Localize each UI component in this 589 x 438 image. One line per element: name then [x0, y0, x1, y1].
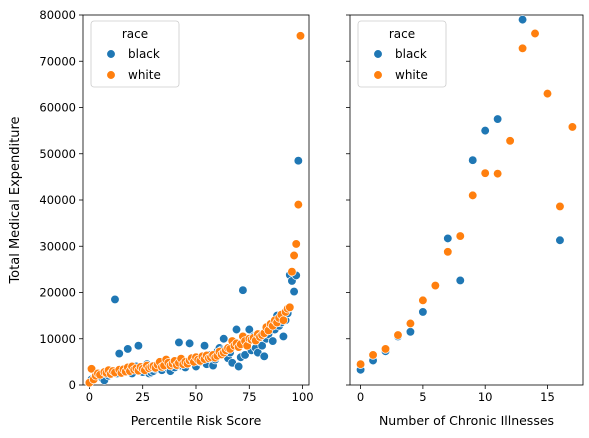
- right-legend-box: [357, 20, 447, 88]
- left-black-point-11: [114, 348, 124, 359]
- right-scatter-panel: 0 5 10 15 Number of Chronic Illnesses race bla…: [346, 14, 584, 428]
- left-black-point-89: [293, 156, 303, 166]
- right-black-point-9: [480, 125, 490, 136]
- left-white-point-93: [287, 267, 297, 277]
- left-x-tick-label-1: 25: [135, 390, 150, 404]
- left-scatter-panel: 0 25 50 75 100 0 10000 20000 30000 40000 50000 6000…: [39, 8, 313, 428]
- left-x-tick-label-3: 75: [242, 390, 257, 404]
- left-black-point-64: [240, 350, 250, 360]
- left-black-point-82: [278, 331, 289, 342]
- left-y-tick-label-0: 0: [69, 378, 76, 392]
- left-x-tick-label-4: 100: [292, 390, 314, 404]
- left-y-tick-label-6: 60000: [39, 101, 76, 115]
- right-legend-label-white: white: [395, 68, 428, 82]
- right-white-point-11: [493, 168, 503, 179]
- left-legend-marker-white: [106, 70, 116, 80]
- left-y-tick-label-5: 50000: [39, 147, 76, 161]
- right-white-point-1: [368, 350, 378, 360]
- right-white-point-14: [530, 28, 540, 39]
- right-white-point-8: [455, 231, 465, 241]
- left-legend-marker-black: [106, 49, 116, 59]
- left-y-tick-label-8: 80000: [39, 8, 76, 22]
- left-x-tick-label-0: 0: [86, 390, 93, 404]
- left-black-point-63: [238, 285, 248, 295]
- right-x-tick-label-2: 10: [478, 390, 493, 404]
- right-x-tick-label-1: 5: [419, 390, 426, 404]
- left-legend-label-black: black: [128, 47, 160, 61]
- right-white-point-5: [418, 295, 428, 306]
- left-black-point-72: [257, 341, 267, 351]
- right-white-point-3: [393, 330, 403, 340]
- left-white-point-1: [86, 364, 97, 374]
- right-black-point-10: [493, 114, 503, 124]
- left-white-point-92: [285, 302, 295, 312]
- left-black-point-73: [259, 351, 269, 361]
- right-white-point-10: [480, 168, 490, 178]
- right-white-point-2: [380, 344, 391, 354]
- right-white-point-0: [355, 359, 366, 369]
- left-black-point-38: [174, 337, 184, 348]
- right-white-point-4: [405, 318, 416, 329]
- left-x-tick-label-2: 50: [189, 390, 204, 404]
- right-legend-marker-black: [373, 49, 383, 59]
- right-x-tick-label-0: 0: [357, 390, 364, 404]
- right-white-point-17: [567, 122, 578, 132]
- left-white-point-97: [295, 31, 306, 41]
- right-black-point-11: [517, 14, 528, 25]
- left-black-point-60: [231, 324, 242, 335]
- left-black-point-61: [233, 361, 244, 372]
- right-legend-title: race: [389, 27, 415, 41]
- left-black-point-77: [268, 336, 278, 346]
- right-black-point-5: [418, 307, 428, 317]
- left-legend-box: [90, 20, 180, 88]
- right-black-point-4: [405, 327, 416, 337]
- left-y-tick-label-7: 70000: [39, 54, 76, 68]
- left-y-tick-label-2: 20000: [39, 286, 76, 300]
- left-black-point-66: [244, 324, 254, 335]
- left-y-tick-label-3: 30000: [39, 239, 76, 253]
- left-black-point-20: [133, 341, 144, 351]
- right-white-point-7: [443, 247, 453, 257]
- left-legend-title: race: [122, 27, 148, 41]
- y-axis-label: Total Medical Expenditure: [8, 116, 23, 284]
- left-black-point-9: [110, 294, 120, 305]
- right-black-point-7: [455, 275, 465, 286]
- left-y-tick-label-1: 10000: [39, 332, 76, 346]
- left-white-point-96: [293, 199, 303, 210]
- right-x-axis-label: Number of Chronic Illnesses: [379, 413, 554, 428]
- left-white-point-95: [291, 239, 301, 249]
- left-black-point-47: [199, 341, 210, 351]
- left-black-point-87: [289, 286, 299, 297]
- right-black-point-8: [468, 155, 478, 165]
- right-white-point-15: [542, 88, 553, 99]
- right-white-point-16: [555, 201, 565, 212]
- right-legend-marker-white: [373, 70, 383, 80]
- left-black-point-43: [184, 338, 195, 349]
- right-white-point-6: [430, 280, 441, 291]
- left-y-tick-label-4: 40000: [39, 193, 76, 207]
- right-white-point-12: [505, 136, 515, 146]
- left-white-point-89: [278, 315, 289, 325]
- left-black-point-15: [123, 344, 133, 354]
- left-black-point-55: [219, 334, 229, 344]
- right-x-tick-label-3: 15: [540, 390, 555, 404]
- left-x-axis-label: Percentile Risk Score: [131, 413, 262, 428]
- left-white-point-94: [289, 250, 299, 261]
- right-black-point-6: [443, 233, 453, 244]
- right-white-point-9: [468, 190, 478, 201]
- right-white-point-13: [517, 43, 528, 53]
- right-legend-label-black: black: [395, 47, 427, 61]
- left-legend-label-white: white: [128, 68, 161, 82]
- right-black-point-12: [555, 235, 565, 245]
